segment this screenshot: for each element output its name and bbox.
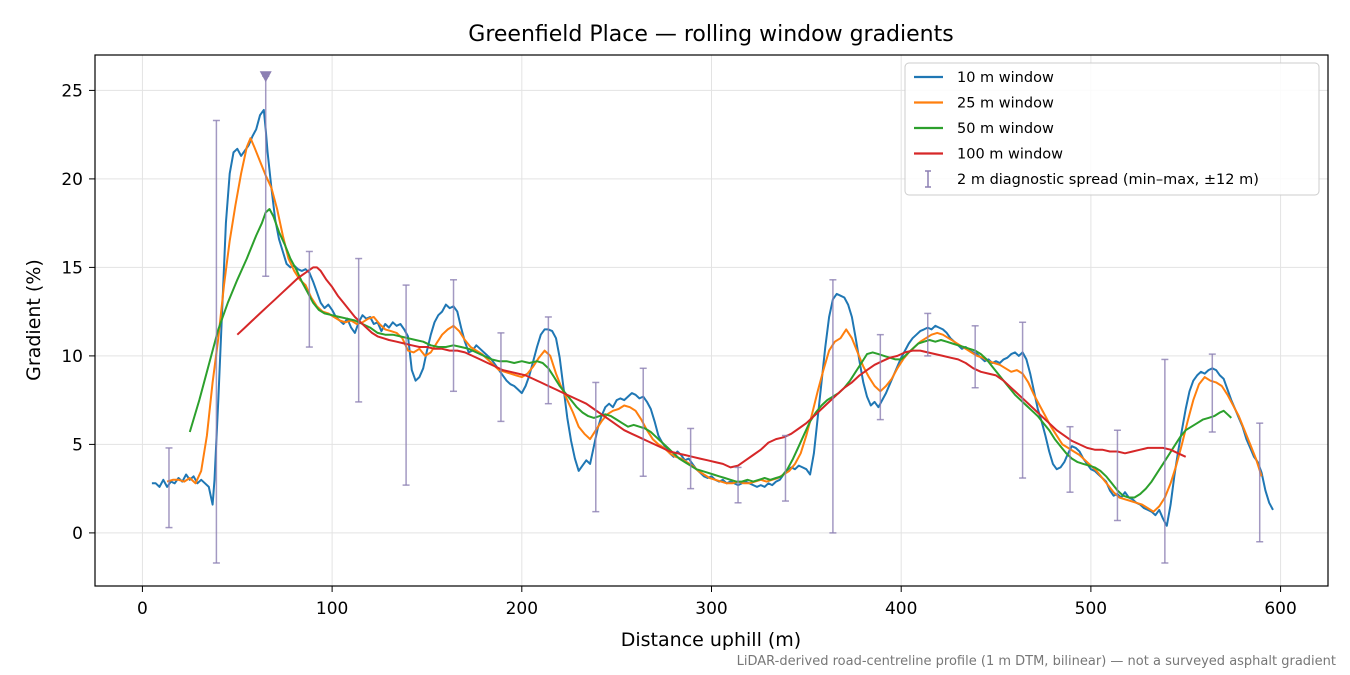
y-tick-label: 20 [61, 170, 83, 190]
legend-item: 2 m diagnostic spread (min–max, ±12 m) [925, 170, 1259, 188]
axis-ticks: 0 100 200 300 400 500 600 0 5 10 15 20 25 [61, 81, 1296, 619]
y-tick-label: 15 [61, 258, 83, 278]
x-tick-label: 100 [316, 599, 348, 619]
errorbar [497, 332, 505, 423]
series-line-2 [166, 137, 1263, 513]
errorbar [450, 279, 458, 393]
legend-item: 10 m window [914, 70, 1054, 86]
errorbar [639, 367, 647, 478]
legend-box [904, 62, 1320, 196]
errorbar [687, 427, 695, 490]
y-tick-label: 0 [72, 524, 83, 544]
errorbar [734, 466, 742, 504]
legend-label: 25 m window [957, 96, 1054, 112]
legend: 10 m window 25 m window 50 m window 100 m w… [904, 62, 1320, 196]
clipped-range-marker [259, 71, 272, 83]
errorbar [1256, 422, 1264, 543]
errorbar [1208, 353, 1216, 433]
legend-label: 10 m window [957, 70, 1054, 86]
legend-label: 100 m window [957, 147, 1063, 163]
y-tick-label: 5 [72, 435, 83, 455]
errorbar [924, 312, 932, 357]
errorbar [1019, 321, 1027, 479]
series-line-3 [188, 208, 1232, 499]
plot-frame [94, 54, 1329, 587]
legend-item: 50 m window [914, 121, 1054, 137]
y-tick-label: 25 [61, 81, 83, 101]
legend-label: 50 m window [957, 121, 1054, 137]
x-tick-label: 600 [1264, 599, 1296, 619]
errorbar [781, 434, 789, 502]
y-tick-label: 10 [61, 347, 83, 367]
legend-item: 100 m window [914, 147, 1063, 163]
x-tick-label: 300 [695, 599, 727, 619]
legend-item: 25 m window [914, 96, 1054, 112]
errorbar [1161, 358, 1169, 564]
errorbar [876, 333, 884, 421]
legend-label: 2 m diagnostic spread (min–max, ±12 m) [957, 172, 1259, 188]
y-axis-label: Gradient (%) [23, 259, 45, 381]
errorbar [1113, 429, 1121, 522]
x-tick-label: 200 [506, 599, 538, 619]
errorbar [544, 316, 552, 405]
errorbar [592, 381, 600, 513]
errorbar [165, 447, 173, 529]
errorbar [305, 250, 313, 348]
x-axis-label: Distance uphill (m) [621, 629, 801, 651]
errorbar [971, 325, 979, 389]
errorbar [212, 119, 220, 564]
errorbar-layer [165, 71, 1264, 564]
footnote: LiDAR-derived road-centreline profile (1… [737, 654, 1336, 669]
errorbar [1066, 425, 1074, 493]
chart-title: Greenfield Place — rolling window gradie… [468, 22, 953, 47]
grid [95, 55, 1328, 586]
x-tick-label: 400 [885, 599, 917, 619]
x-tick-label: 500 [1075, 599, 1107, 619]
x-tick-label: 0 [137, 599, 148, 619]
errorbar [402, 284, 410, 486]
errorbar [829, 279, 837, 534]
errorbar [355, 257, 363, 403]
